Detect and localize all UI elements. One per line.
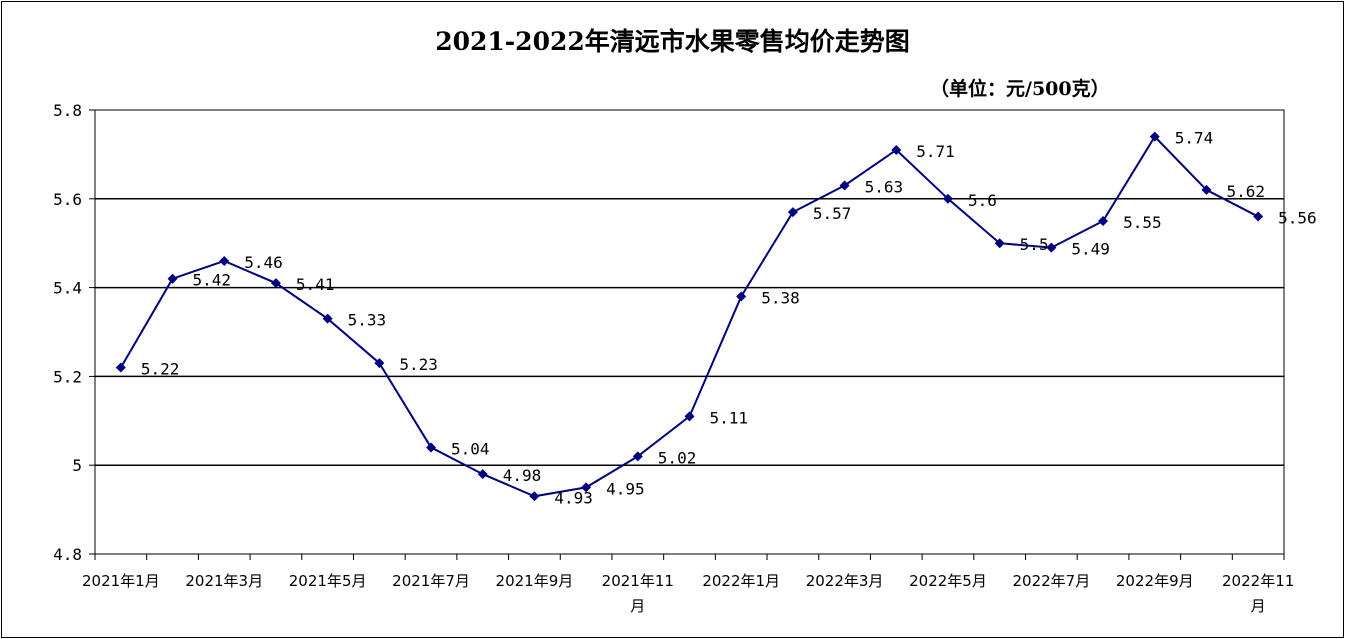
x-tick-label: 2022年1月 — [702, 572, 780, 590]
data-point — [891, 144, 902, 155]
data-point — [167, 273, 178, 284]
data-label: 5.46 — [244, 253, 283, 272]
plot-area — [94, 109, 1285, 555]
y-tick-label: 5.8 — [53, 101, 82, 120]
data-label: 5.04 — [451, 439, 490, 458]
data-point — [581, 482, 592, 493]
y-tick-label: 5.6 — [53, 190, 82, 209]
unit-label: （单位：元/500克） — [930, 78, 1110, 100]
data-labels: 5.22 5.42 5.46 5.41 5.33 5.23 5.04 4.98 4.93 4.95… — [141, 129, 1317, 508]
data-label: 4.98 — [503, 466, 542, 485]
data-label: 5.6 — [968, 191, 997, 210]
x-tick-label: 2022年7月 — [1013, 572, 1091, 590]
axis-layer — [89, 109, 1285, 560]
data-label: 5.33 — [348, 311, 387, 330]
data-point — [529, 491, 540, 502]
y-tick-labels: 4.8 5 5.2 5.4 5.6 5.8 — [53, 101, 82, 564]
data-label: 5.74 — [1175, 129, 1214, 148]
x-tick-label: 2022年11 — [1222, 572, 1294, 590]
data-point — [1201, 184, 1212, 195]
data-point — [322, 313, 333, 324]
data-point — [270, 278, 281, 289]
data-point — [684, 411, 695, 422]
data-label: 5.71 — [916, 142, 955, 161]
data-label: 5.23 — [399, 355, 438, 374]
x-tick-label: 2022年3月 — [806, 572, 884, 590]
x-tick-label: 2021年5月 — [289, 572, 367, 590]
data-point — [115, 362, 126, 373]
data-point — [477, 469, 488, 480]
data-point — [1149, 131, 1160, 142]
data-point — [1098, 216, 1109, 226]
data-point — [632, 451, 643, 462]
data-point — [942, 193, 953, 204]
data-point — [994, 238, 1005, 249]
series-line — [119, 135, 1259, 498]
data-label: 4.93 — [554, 488, 593, 507]
y-tick-label: 5.2 — [53, 367, 82, 386]
data-point — [1253, 211, 1264, 222]
data-point — [219, 255, 230, 266]
y-tick-label: 5.4 — [53, 279, 82, 298]
data-point — [374, 358, 385, 369]
x-tick-label: 2022年9月 — [1116, 572, 1194, 590]
data-label: 5.55 — [1123, 213, 1162, 232]
x-tick-label: 2021年3月 — [185, 572, 263, 590]
chart-title: 2021-2022年清远市水果零售均价走势图 — [435, 27, 910, 56]
data-point — [426, 442, 437, 453]
x-tick-label-line2: 月 — [1251, 597, 1266, 615]
data-label: 5.38 — [761, 288, 800, 307]
y-tick-label: 4.8 — [53, 545, 82, 564]
x-tick-label: 2021年9月 — [496, 572, 574, 590]
data-point — [839, 180, 850, 191]
data-label: 5.42 — [193, 271, 232, 290]
data-label: 5.22 — [141, 360, 180, 379]
series-layer — [115, 131, 1264, 502]
data-label: 5.11 — [710, 408, 749, 427]
data-label: 5.02 — [658, 448, 697, 467]
data-label: 5.49 — [1071, 240, 1110, 259]
x-tick-label: 2021年11 — [602, 572, 674, 590]
data-point — [787, 207, 798, 218]
data-label: 5.57 — [813, 204, 852, 223]
x-tick-label-line2: 月 — [630, 597, 645, 615]
y-tick-label: 5 — [72, 456, 82, 475]
x-tick-labels: 2021年1月 2021年3月 2021年5月 2021年7月 2021年9月 2021年… — [82, 572, 1294, 615]
data-label: 5.41 — [296, 275, 335, 294]
data-label: 5.5 — [1020, 235, 1049, 254]
x-tick-label: 2021年7月 — [392, 572, 470, 590]
x-tick-label: 2021年1月 — [82, 572, 160, 590]
data-label: 5.56 — [1278, 209, 1317, 228]
data-label: 5.63 — [865, 177, 904, 196]
grid-layer — [95, 198, 1284, 466]
data-point — [1046, 242, 1057, 253]
data-label: 4.95 — [606, 479, 645, 498]
data-point — [736, 291, 747, 302]
x-tick-label: 2022年5月 — [909, 572, 987, 590]
data-label: 5.62 — [1226, 182, 1265, 201]
